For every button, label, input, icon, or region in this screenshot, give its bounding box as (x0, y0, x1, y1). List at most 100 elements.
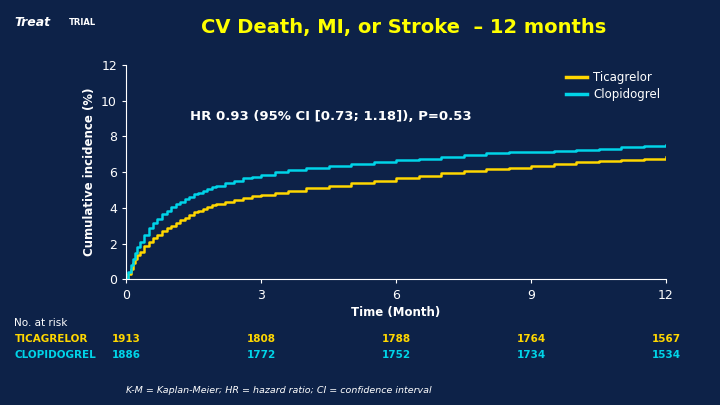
Text: Time (Month): Time (Month) (351, 306, 441, 319)
Text: TICAGRELOR: TICAGRELOR (14, 334, 88, 344)
Clopidogrel (212, 183, 220, 188)
Clopidogrel (284, 168, 292, 173)
Clopidogrel (594, 146, 603, 151)
Text: HR 0.93 (95% CI [0.73; 1.18]), P=0.53: HR 0.93 (95% CI [0.73; 1.18]), P=0.53 (190, 110, 472, 123)
Text: 1913: 1913 (112, 334, 140, 344)
Ticagrelor (180, 215, 189, 220)
Clopidogrel (176, 199, 184, 204)
Ticagrelor (270, 190, 279, 195)
Ticagrelor (248, 194, 256, 199)
Text: 1764: 1764 (516, 334, 546, 344)
Ticagrelor (347, 181, 356, 185)
Clopidogrel (248, 174, 256, 179)
Clopidogrel (459, 152, 468, 157)
Ticagrelor (392, 176, 400, 181)
Clopidogrel (122, 277, 130, 282)
Clopidogrel (135, 239, 144, 244)
Ticagrelor (436, 171, 445, 175)
Ticagrelor (212, 202, 220, 207)
Ticagrelor (207, 203, 216, 208)
Text: CLOPIDOGREL: CLOPIDOGREL (14, 350, 96, 360)
Ticagrelor (324, 183, 333, 188)
Clopidogrel (270, 170, 279, 175)
Text: CV Death, MI, or Stroke  – 12 months: CV Death, MI, or Stroke – 12 months (201, 18, 606, 37)
Clopidogrel (572, 147, 580, 152)
Ticagrelor (140, 244, 148, 249)
Ticagrelor (527, 164, 536, 168)
Text: 1788: 1788 (382, 334, 410, 344)
Clopidogrel (220, 181, 229, 185)
Clopidogrel (144, 226, 153, 231)
Ticagrelor (662, 154, 670, 159)
Clopidogrel (128, 256, 137, 261)
Clopidogrel (504, 150, 513, 155)
Clopidogrel (347, 162, 356, 166)
Ticagrelor (184, 213, 193, 217)
Clopidogrel (239, 176, 248, 181)
Text: 1808: 1808 (246, 334, 276, 344)
Clopidogrel (549, 148, 558, 153)
Clopidogrel (527, 149, 536, 154)
Clopidogrel (616, 145, 625, 150)
Ticagrelor (369, 178, 378, 183)
Ticagrelor (144, 239, 153, 244)
Text: Treat: Treat (14, 16, 50, 29)
Clopidogrel (131, 250, 140, 255)
Text: K-M = Kaplan-Meier; HR = hazard ratio; CI = confidence interval: K-M = Kaplan-Meier; HR = hazard ratio; C… (126, 386, 431, 395)
Clopidogrel (189, 192, 198, 197)
Ticagrelor (414, 173, 423, 178)
Clopidogrel (369, 160, 378, 165)
Clopidogrel (167, 205, 176, 209)
Ticagrelor (162, 226, 171, 231)
Text: 1734: 1734 (516, 350, 546, 360)
Clopidogrel (194, 190, 202, 195)
Ticagrelor (198, 207, 207, 211)
Ticagrelor (158, 229, 166, 234)
Text: 1534: 1534 (652, 350, 680, 360)
Ticagrelor (302, 186, 310, 191)
Text: 1567: 1567 (652, 334, 680, 344)
Ticagrelor (504, 165, 513, 170)
Clopidogrel (171, 202, 180, 207)
Ticagrelor (594, 159, 603, 164)
Text: 1752: 1752 (382, 350, 410, 360)
Clopidogrel (158, 212, 166, 217)
Legend: Ticagrelor, Clopidogrel: Ticagrelor, Clopidogrel (566, 71, 660, 101)
Clopidogrel (482, 151, 490, 156)
Ticagrelor (135, 249, 144, 254)
Text: No. at risk: No. at risk (14, 318, 68, 328)
Ticagrelor (128, 261, 137, 266)
Y-axis label: Cumulative incidence (%): Cumulative incidence (%) (83, 88, 96, 256)
Text: 1886: 1886 (112, 350, 140, 360)
Ticagrelor (572, 160, 580, 165)
Text: 1772: 1772 (246, 350, 276, 360)
Ticagrelor (148, 236, 157, 241)
Clopidogrel (140, 232, 148, 237)
Ticagrelor (239, 196, 248, 200)
Ticagrelor (549, 162, 558, 166)
Clopidogrel (148, 221, 157, 226)
Clopidogrel (203, 187, 212, 192)
Clopidogrel (324, 164, 333, 168)
Clopidogrel (153, 216, 162, 221)
Ticagrelor (176, 218, 184, 223)
Clopidogrel (198, 188, 207, 193)
Ticagrelor (153, 232, 162, 237)
Clopidogrel (207, 185, 216, 190)
Clopidogrel (639, 144, 648, 149)
Clopidogrel (162, 208, 171, 213)
Ticagrelor (616, 158, 625, 162)
Ticagrelor (220, 199, 229, 204)
Ticagrelor (189, 210, 198, 215)
Clopidogrel (256, 173, 265, 177)
Ticagrelor (171, 221, 180, 226)
Clopidogrel (124, 270, 132, 275)
Ticagrelor (122, 277, 130, 282)
Clopidogrel (184, 194, 193, 199)
Line: Clopidogrel: Clopidogrel (126, 145, 666, 279)
Ticagrelor (131, 256, 140, 261)
Ticagrelor (194, 208, 202, 213)
Ticagrelor (167, 224, 176, 228)
Line: Ticagrelor: Ticagrelor (126, 157, 666, 279)
Clopidogrel (414, 156, 423, 161)
